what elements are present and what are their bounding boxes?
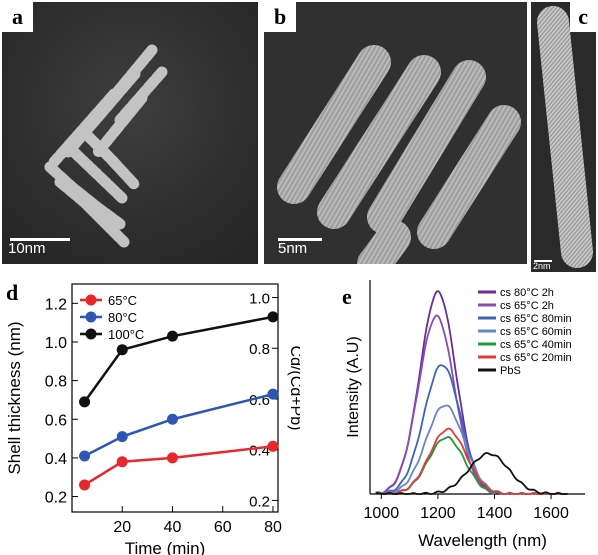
legend-label: cs 65°C 2h [500, 300, 554, 312]
y-tick-label: 0.2 [45, 490, 67, 507]
x-tick-label: 40 [164, 519, 182, 536]
x-tick-label: 1000 [364, 505, 400, 522]
y-axis-label: Shell thickness (nm) [5, 321, 24, 474]
tem-nanorods-b [264, 2, 527, 264]
tem-image-a: a 10nm [2, 2, 258, 264]
plot-frame [71, 283, 279, 513]
data-point [79, 479, 91, 491]
legend-label: cs 65°C 20min [500, 352, 572, 364]
data-point [116, 431, 128, 443]
legend-label: 100°C [108, 327, 144, 342]
y-right-axis-label: Cd/(Cd+Pb) [287, 346, 300, 431]
x-tick-label: 1200 [420, 505, 456, 522]
scale-bar-b [278, 238, 322, 241]
legend-label: cs 80°C 2h [500, 287, 554, 299]
x-tick-label: 1600 [533, 505, 569, 522]
legend-marker [85, 294, 97, 306]
series-line [83, 315, 274, 403]
panel-label-e: e [342, 284, 352, 309]
panel-label-a: a [2, 2, 33, 32]
y-tick-label: 0.8 [45, 374, 67, 391]
legend-marker [85, 311, 97, 323]
scale-text-b: 5nm [278, 240, 308, 257]
x-axis-label: Time (min) [125, 539, 206, 555]
spectrum-line [375, 452, 568, 495]
scale-text-c: 2nm [533, 261, 551, 271]
x-tick-label: 20 [113, 519, 131, 536]
series-line [83, 392, 274, 458]
chart-shell-thickness: 0.20.40.60.81.01.20.20.40.60.81.020 40 60 8… [5, 283, 300, 555]
scale-bar-a [10, 238, 70, 241]
scale-text-a: 10nm [8, 240, 46, 257]
panel-label-d: d [6, 280, 19, 305]
spectrum-line [375, 364, 568, 495]
y-tick-label: 0.4 [45, 451, 67, 468]
y-tick-label: 1.2 [45, 296, 67, 313]
series-line [83, 445, 274, 487]
tem-nanorods-a [2, 2, 258, 264]
x-tick-label: 1400 [477, 505, 513, 522]
data-point [116, 344, 128, 356]
data-point [116, 456, 128, 468]
scale-bar-c [534, 260, 552, 262]
data-point [166, 452, 178, 464]
x-axis-label: Wavelength (nm) [418, 531, 547, 550]
tem-image-c: c 2nm [531, 2, 596, 272]
x-tick-label: 60 [214, 519, 232, 536]
y-right-tick-label: 0.8 [249, 341, 270, 358]
spectrum-line [375, 404, 568, 495]
legend-label: 65°C [108, 293, 137, 308]
data-point [79, 396, 91, 408]
x-tick-label: 80 [264, 519, 282, 536]
data-point [267, 440, 279, 452]
data-point [267, 388, 279, 400]
tem-nanorod-c [531, 2, 596, 272]
legend-marker [85, 328, 97, 340]
y-right-tick-label: 0.2 [249, 493, 270, 510]
legend-label: cs 65°C 40min [500, 339, 572, 351]
legend-label: cs 65°C 60min [500, 326, 572, 338]
y-tick-label: 1.0 [45, 335, 67, 352]
panel-label-b: b [264, 2, 297, 32]
data-point [267, 311, 279, 323]
y-right-tick-label: 1.0 [249, 291, 270, 308]
y-right-tick-label: 0.4 [249, 443, 270, 460]
tem-image-b: b 5nm [264, 2, 527, 264]
panel-label-c: c [570, 2, 596, 32]
data-point [166, 330, 178, 342]
data-point [79, 450, 91, 462]
legend-label: cs 65°C 80min [500, 313, 572, 325]
y-axis-label: Intensity (A.U) [345, 336, 362, 437]
y-tick-label: 0.6 [45, 412, 67, 429]
chart-pl-spectra: 1000 1200 1400 1600 Wavelength (nm) Intensity… [345, 280, 585, 550]
legend-label: 80°C [108, 310, 137, 325]
data-point [166, 413, 178, 425]
legend-label: PbS [500, 365, 521, 377]
